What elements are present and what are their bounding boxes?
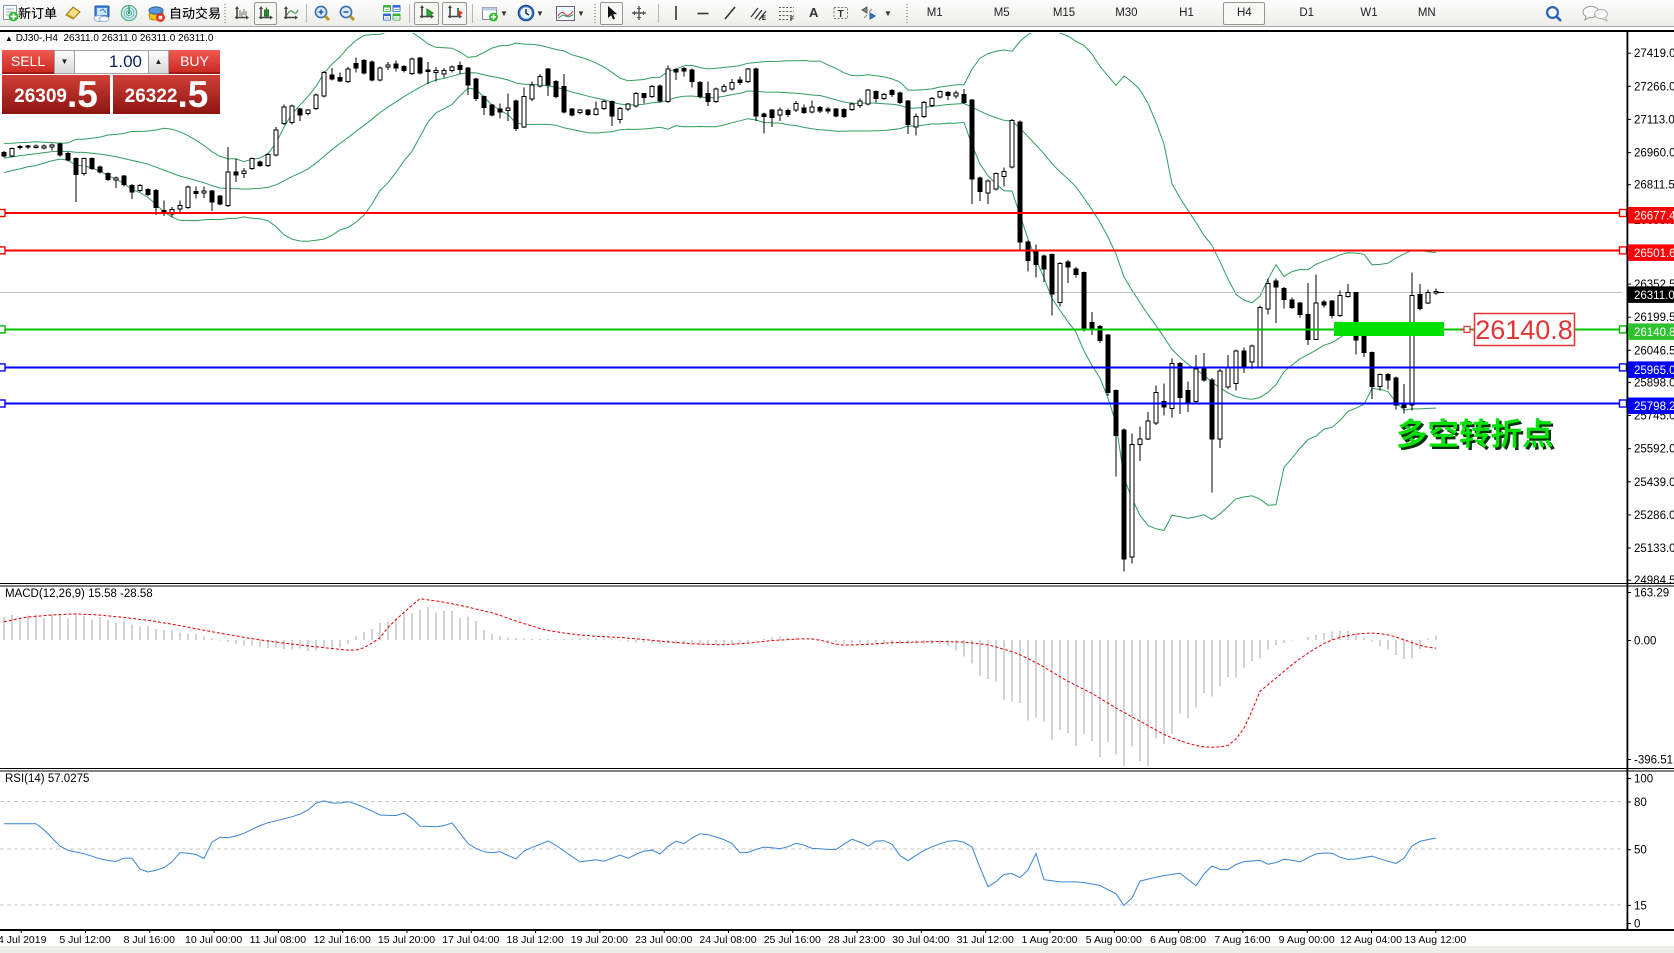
svg-text:25798.2: 25798.2 xyxy=(1634,401,1674,413)
svg-text:27113.0: 27113.0 xyxy=(1634,114,1674,126)
svg-text:15: 15 xyxy=(1634,900,1647,912)
svg-text:E: E xyxy=(762,16,766,21)
svg-text:28 Jul 23:00: 28 Jul 23:00 xyxy=(828,934,885,946)
svg-text:4 Jul 2019: 4 Jul 2019 xyxy=(0,934,47,946)
svg-text:25965.0: 25965.0 xyxy=(1634,365,1674,377)
svg-text:MACD(12,26,9) 15.58 -28.58: MACD(12,26,9) 15.58 -28.58 xyxy=(5,588,153,600)
svg-text:25898.0: 25898.0 xyxy=(1634,377,1674,389)
svg-text:5 Jul 12:00: 5 Jul 12:00 xyxy=(59,934,111,946)
svg-text:50: 50 xyxy=(1634,845,1647,857)
svg-text:26046.5: 26046.5 xyxy=(1634,345,1674,357)
svg-text:RSI(14) 57.0275: RSI(14) 57.0275 xyxy=(5,773,89,785)
svg-text:26501.6: 26501.6 xyxy=(1634,248,1674,260)
svg-text:24 Jul 08:00: 24 Jul 08:00 xyxy=(699,934,756,946)
svg-text:25439.0: 25439.0 xyxy=(1634,477,1674,489)
svg-text:12 Jul 16:00: 12 Jul 16:00 xyxy=(314,934,371,946)
svg-text:1 Aug 20:00: 1 Aug 20:00 xyxy=(1021,934,1077,946)
svg-text:26960.0: 26960.0 xyxy=(1634,148,1674,160)
svg-text:31 Jul 12:00: 31 Jul 12:00 xyxy=(957,934,1014,946)
svg-text:7 Aug 16:00: 7 Aug 16:00 xyxy=(1214,934,1270,946)
svg-text:10 Jul 00:00: 10 Jul 00:00 xyxy=(185,934,242,946)
svg-text:F: F xyxy=(790,16,794,21)
svg-text:25592.0: 25592.0 xyxy=(1634,444,1674,456)
svg-text:25133.0: 25133.0 xyxy=(1634,543,1674,555)
svg-text:30 Jul 04:00: 30 Jul 04:00 xyxy=(892,934,949,946)
svg-text:11 Jul 08:00: 11 Jul 08:00 xyxy=(250,934,307,946)
svg-text:9 Aug 00:00: 9 Aug 00:00 xyxy=(1279,934,1335,946)
svg-text:26311.0: 26311.0 xyxy=(1634,290,1674,302)
svg-text:15 Jul 20:00: 15 Jul 20:00 xyxy=(378,934,435,946)
svg-text:6 Aug 08:00: 6 Aug 08:00 xyxy=(1150,934,1206,946)
svg-text:26140.8: 26140.8 xyxy=(1475,315,1573,345)
svg-text:19 Jul 20:00: 19 Jul 20:00 xyxy=(571,934,628,946)
svg-text:23 Jul 00:00: 23 Jul 00:00 xyxy=(635,934,692,946)
svg-text:8 Jul 16:00: 8 Jul 16:00 xyxy=(124,934,176,946)
svg-text:0.00: 0.00 xyxy=(1634,636,1656,648)
svg-text:5 Aug 00:00: 5 Aug 00:00 xyxy=(1086,934,1142,946)
svg-text:100: 100 xyxy=(1634,774,1653,786)
svg-text:27266.0: 27266.0 xyxy=(1634,81,1674,93)
svg-text:24984.5: 24984.5 xyxy=(1634,575,1674,587)
svg-text:26677.4: 26677.4 xyxy=(1634,211,1674,223)
svg-text:163.29: 163.29 xyxy=(1634,588,1669,600)
svg-text:25286.0: 25286.0 xyxy=(1634,510,1674,522)
svg-text:13 Aug 12:00: 13 Aug 12:00 xyxy=(1404,934,1466,946)
svg-text:0: 0 xyxy=(1634,919,1640,931)
svg-text:26811.5: 26811.5 xyxy=(1634,180,1674,192)
svg-text:12 Aug 04:00: 12 Aug 04:00 xyxy=(1340,934,1402,946)
svg-text:80: 80 xyxy=(1634,797,1647,809)
svg-text:T: T xyxy=(838,9,844,20)
svg-text:17 Jul 04:00: 17 Jul 04:00 xyxy=(442,934,499,946)
svg-text:18 Jul 12:00: 18 Jul 12:00 xyxy=(506,934,563,946)
svg-text:26140.8: 26140.8 xyxy=(1634,327,1674,339)
svg-text:27419.0: 27419.0 xyxy=(1634,48,1674,60)
svg-text:-396.51: -396.51 xyxy=(1634,755,1673,767)
svg-text:26199.5: 26199.5 xyxy=(1634,312,1674,324)
svg-text:25 Jul 16:00: 25 Jul 16:00 xyxy=(764,934,821,946)
